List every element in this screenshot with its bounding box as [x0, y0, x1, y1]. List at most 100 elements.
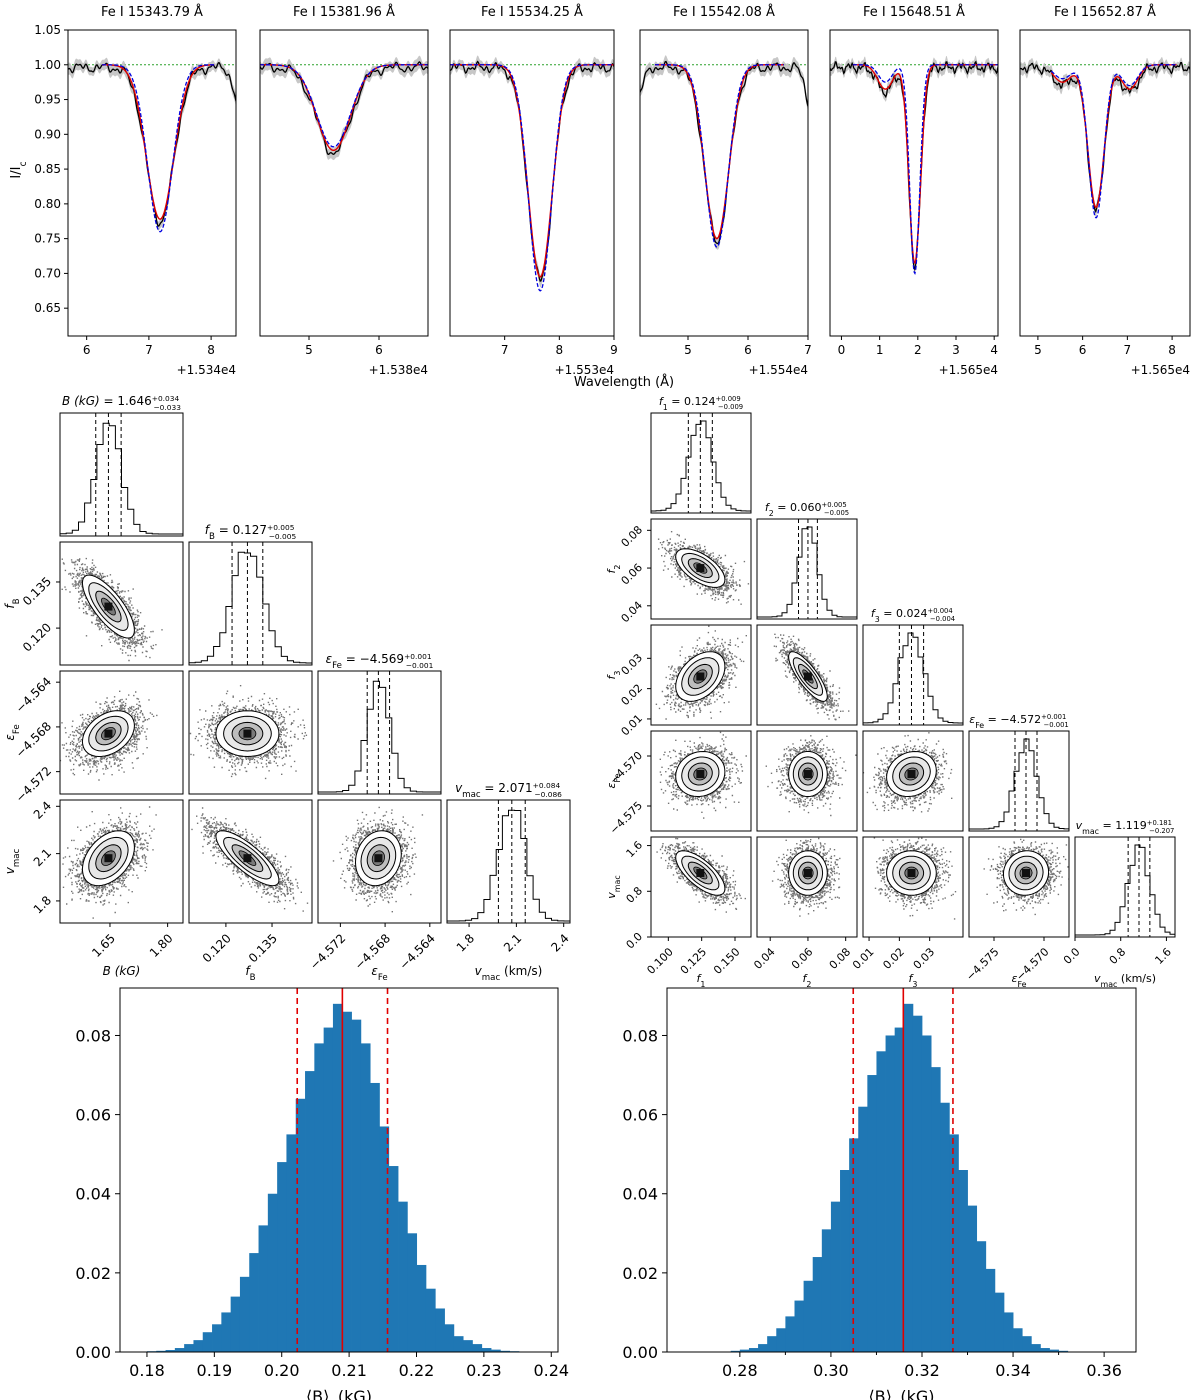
panel-frame [449, 29, 615, 337]
cell-frame [756, 624, 858, 726]
label-part: 2 [769, 509, 774, 518]
y-tick-label: 0.90 [34, 127, 61, 141]
marginal-histogram: εFe = −4.572+0.001 −0.001 [968, 713, 1070, 832]
histogram-bar [184, 1344, 194, 1352]
histogram-bar [286, 1134, 297, 1352]
label-part: = [481, 781, 499, 795]
label-part: c [18, 161, 29, 166]
axes-frame [119, 987, 559, 1353]
x-tick-label: 0.30 [813, 1361, 849, 1380]
histogram-bar [342, 1011, 352, 1352]
label-part: f [803, 972, 809, 985]
observed-spectrum [640, 60, 808, 245]
histogram-bar [305, 1071, 315, 1352]
y-tick-label: 0.06 [619, 561, 646, 588]
y-axis-label: εFe [605, 773, 622, 788]
observed-error-band [640, 55, 808, 250]
panel-frame [1019, 29, 1191, 337]
x-tick-label: 6 [1079, 343, 1087, 357]
histogram-bar [949, 1134, 959, 1352]
label-part: = [342, 652, 360, 666]
y-axis-label: εFe [3, 724, 22, 740]
histogram-bar [840, 1170, 850, 1352]
x-tick-label: 7 [1124, 343, 1132, 357]
label-part: (km/s) [500, 964, 542, 978]
model-spectrum [655, 64, 784, 248]
lower-error: −0.009 [718, 403, 743, 411]
joint-scatter [650, 624, 752, 726]
histogram-steps [756, 526, 858, 619]
label-part: (kG) [333, 1387, 372, 1400]
x-tick-label: 6 [375, 343, 383, 357]
label-part: v [1076, 819, 1083, 832]
panel-title: Fe I 15343.79 Å [101, 4, 203, 20]
joint-scatter [968, 836, 1070, 938]
joint-scatter [188, 799, 313, 924]
peak-density [907, 869, 916, 877]
histogram-steps [650, 420, 752, 513]
histogram-bar [748, 1348, 759, 1352]
x-offset-label: +1.565e4 [1131, 363, 1190, 377]
label-part: B [12, 598, 22, 604]
histogram-bar [463, 1340, 473, 1352]
panel-title: Fe I 15648.51 Å [863, 4, 965, 20]
y-tick-label: 0.70 [34, 266, 61, 280]
joint-scatter [188, 670, 313, 795]
x-axis-label: f3 [909, 972, 918, 989]
histogram-bar [295, 1098, 306, 1352]
label-part: B [209, 532, 215, 542]
x-tick-label: −4.564 [397, 931, 438, 972]
peak-density [803, 770, 812, 778]
cell-frame [650, 412, 752, 514]
panel-title: Fe I 15534.25 Å [481, 4, 583, 20]
fit-spectrum [260, 64, 428, 152]
cell-frame [59, 412, 184, 537]
cell-frame [968, 836, 1070, 938]
x-tick-label: 0.135 [246, 931, 280, 965]
panel-title: Fe I 15542.08 Å [673, 4, 775, 20]
cell-content [765, 625, 850, 721]
y-tick-label: −4.575 [607, 799, 645, 837]
histogram-steps [317, 680, 442, 794]
x-tick-label: 0.8 [1107, 945, 1129, 967]
histogram-bar [481, 1348, 492, 1352]
x-tick-label: 0.19 [197, 1361, 233, 1380]
y-tick-label: 1.05 [34, 23, 61, 37]
spectrum-panel: 5 6 7 8 +1.565e4 Fe I 15652.87 Å [1019, 4, 1191, 377]
lower-error: −0.033 [153, 403, 181, 412]
histogram-bar [1058, 1350, 1069, 1352]
histogram-bar [1049, 1349, 1059, 1352]
cell-content [189, 685, 308, 780]
histogram-bar [985, 1268, 996, 1352]
model-spectrum [1050, 64, 1177, 219]
label-part: f [205, 523, 211, 537]
upper-error: +0.009 [715, 395, 740, 403]
label-part: Fe [332, 661, 342, 671]
marginal-histogram: vmac = 2.071+0.084 −0.086 [446, 781, 571, 924]
y-tick-label: 0.00 [622, 1343, 658, 1362]
label-part: f [871, 607, 877, 620]
label-part: ⟨B⟩ [868, 1387, 891, 1400]
spectrum-panel: 6 7 8 +1.534e4 Fe I 15343.79 Å 0.65 0.70 0.75 0.… [34, 4, 237, 377]
histogram-bar [444, 1324, 455, 1352]
x-axis-label: f1 [697, 972, 706, 989]
y-tick-label: 0.01 [619, 712, 646, 739]
histogram-bar [776, 1328, 786, 1352]
cell-frame [317, 799, 442, 924]
peak-density [696, 672, 705, 681]
panel-frame [67, 29, 237, 337]
peak-density [696, 869, 705, 877]
x-axis-label: fB [245, 964, 255, 983]
histogram-bar [1022, 1336, 1032, 1352]
peak-density [104, 854, 113, 863]
x-tick-label: 1.80 [147, 931, 176, 960]
y-tick-label: 0.80 [34, 197, 61, 211]
histogram-bar [165, 1350, 176, 1352]
label-part: ε [1012, 972, 1018, 985]
x-tick-label: 5 [1034, 343, 1042, 357]
y-axis-label: f3 [605, 671, 622, 680]
y-tick-label: 2.1 [31, 846, 54, 869]
cell-content [656, 837, 746, 913]
histogram-bar [739, 1349, 750, 1352]
joint-scatter [317, 799, 442, 924]
